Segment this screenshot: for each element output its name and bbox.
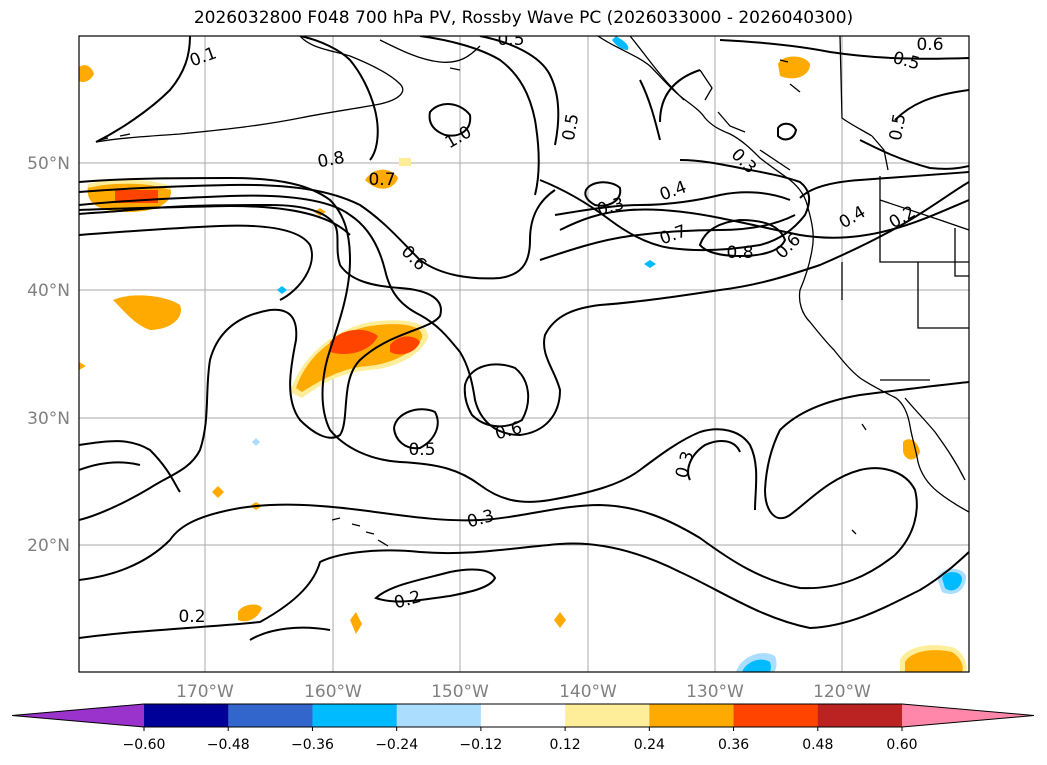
colorbar-tick-label: 0.12 <box>550 737 581 753</box>
colorbar-tick-label: −0.24 <box>375 737 418 753</box>
lat-label: 30°N <box>27 409 70 429</box>
map-title: 2026032800 F048 700 hPa PV, Rossby Wave … <box>193 8 854 28</box>
contour-label: 0.5 <box>497 30 524 50</box>
plot-area: 0.1 0.5 0.6 0.5 0.5 1.0 0.5 0.8 0.7 0.3 … <box>79 30 969 672</box>
lat-label: 20°N <box>27 536 70 556</box>
colorbar-segment <box>733 704 819 727</box>
pv-contours <box>79 36 969 641</box>
colorbar-tick-label: 0.60 <box>886 737 917 753</box>
colorbar-tick-label: 0.36 <box>718 737 749 753</box>
lon-label: 130°W <box>686 682 744 702</box>
contour-label: 0.2 <box>178 607 205 627</box>
lat-label: 50°N <box>27 154 70 174</box>
contour-label: 0.5 <box>408 440 435 460</box>
lon-label: 170°W <box>176 682 234 702</box>
contour-label: 0.8 <box>726 243 753 263</box>
colorbar-segment <box>396 704 482 727</box>
colorbar-segment <box>817 704 903 727</box>
colorbar-tick-label: −0.60 <box>123 737 166 753</box>
pv-shading <box>79 36 967 672</box>
colorbar-tick-label: −0.12 <box>459 737 502 753</box>
colorbar-segment <box>144 704 229 727</box>
colorbar-extend-high <box>902 704 1034 727</box>
contour-label: 0.5 <box>886 112 910 142</box>
contour-label: 0.7 <box>368 170 395 190</box>
colorbar-segment <box>228 704 313 727</box>
contour-label: 0.8 <box>316 148 346 172</box>
colorbar-tick-label: 0.48 <box>802 737 833 753</box>
colorbar-tick-label: −0.36 <box>291 737 334 753</box>
lat-label: 40°N <box>27 281 70 301</box>
lon-label: 160°W <box>304 682 362 702</box>
plot-frame <box>78 35 970 673</box>
lon-label: 150°W <box>431 682 489 702</box>
lon-label: 140°W <box>559 682 617 702</box>
contour-label: 0.6 <box>916 35 943 55</box>
colorbar-extend-low <box>12 704 144 727</box>
islands <box>99 59 867 547</box>
colorbar-segment <box>312 704 398 727</box>
lon-label: 120°W <box>813 682 871 702</box>
colorbar-segment <box>649 704 735 727</box>
contour-label: 0.5 <box>559 112 583 142</box>
lon-labels: 170°W 160°W 150°W 140°W 130°W 120°W <box>176 682 871 702</box>
colorbar-tick-label: 0.24 <box>634 737 665 753</box>
colorbar <box>11 703 1035 731</box>
lat-labels: 20°N 30°N 40°N 50°N <box>27 154 70 556</box>
colorbar-tick-label: −0.48 <box>207 737 250 753</box>
colorbar-segment <box>565 704 650 727</box>
colorbar-labels: −0.60 −0.48 −0.36 −0.24 −0.12 0.12 0.24 0.36 0.4… <box>123 737 918 753</box>
colorbar-segment <box>480 704 566 727</box>
